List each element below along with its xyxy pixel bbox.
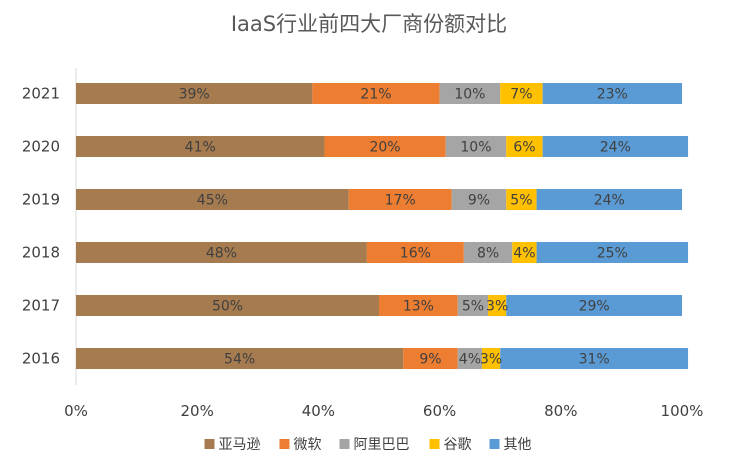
axis-layer: 0% 20% 40% 60% 80% 100% 2021 2020 2019 2018 2017 20… — [22, 68, 704, 420]
category-label: 2019 — [22, 191, 60, 209]
data-label: 25% — [597, 246, 628, 262]
bar-segment — [445, 136, 507, 157]
category-label: 2020 — [22, 138, 60, 156]
bar-segment — [76, 242, 367, 263]
bar-segment — [457, 295, 489, 316]
data-label: 3% — [486, 299, 508, 315]
bar-segment — [506, 136, 543, 157]
data-label: 23% — [597, 87, 628, 103]
x-tick-label: 100% — [661, 402, 704, 420]
bar-segment — [536, 189, 682, 210]
legend-swatch — [429, 439, 440, 449]
data-label: 29% — [579, 299, 610, 315]
data-label: 54% — [224, 352, 255, 368]
data-label: 13% — [403, 299, 434, 315]
legend-swatch — [489, 439, 500, 449]
legend-swatch — [339, 439, 350, 449]
x-tick-label: 0% — [64, 402, 88, 420]
bar-segment — [506, 189, 537, 210]
data-label: 10% — [460, 140, 491, 156]
data-label: 45% — [197, 193, 228, 209]
bar-segment — [512, 242, 537, 263]
data-label: 9% — [419, 352, 441, 368]
x-tick-label: 60% — [423, 402, 456, 420]
bar-segment — [366, 242, 464, 263]
data-label: 16% — [400, 246, 431, 262]
data-label: 5% — [510, 193, 532, 209]
x-tick-label: 20% — [181, 402, 214, 420]
x-tick-label: 40% — [302, 402, 335, 420]
category-label: 2018 — [22, 244, 60, 262]
bar-segment — [379, 295, 458, 316]
legend-label: 其他 — [504, 437, 532, 453]
category-label: 2017 — [22, 297, 60, 315]
bar-segment — [536, 242, 689, 263]
data-label: 24% — [594, 193, 625, 209]
bar-segment — [451, 189, 507, 210]
x-tick-label: 80% — [544, 402, 577, 420]
category-label: 2016 — [22, 350, 60, 368]
data-label: 21% — [360, 87, 391, 103]
bar-segment — [488, 295, 507, 316]
bar-segment — [506, 295, 682, 316]
data-label: 24% — [600, 140, 631, 156]
bar-segment — [500, 83, 543, 104]
bar-segment — [76, 189, 349, 210]
data-label: 48% — [206, 246, 237, 262]
data-label: 4% — [459, 352, 481, 368]
legend-swatch — [204, 439, 215, 449]
data-label: 6% — [513, 140, 535, 156]
data-label: 10% — [454, 87, 485, 103]
data-label: 20% — [369, 140, 400, 156]
bar-segment — [348, 189, 452, 210]
data-label: 3% — [480, 352, 502, 368]
legend-label: 微软 — [294, 437, 322, 453]
bar-segment — [439, 83, 501, 104]
legend-label: 谷歌 — [444, 437, 472, 453]
legend-label: 阿里巴巴 — [354, 437, 410, 453]
chart-title: IaaS行业前四大厂商份额对比 — [230, 12, 508, 36]
bar-segment — [500, 348, 689, 369]
legend-swatch — [279, 439, 290, 449]
data-label: 39% — [179, 87, 210, 103]
legend: 亚马逊 微软 阿里巴巴 谷歌 其他 — [204, 437, 532, 453]
bar-segment — [76, 136, 325, 157]
bar-segment — [76, 295, 379, 316]
data-label: 31% — [579, 352, 610, 368]
data-label: 41% — [185, 140, 216, 156]
bar-segment — [457, 348, 483, 369]
bar-segment — [312, 83, 440, 104]
data-label: 4% — [513, 246, 535, 262]
bar-segment — [403, 348, 458, 369]
bar-segment — [76, 348, 404, 369]
bar-segment — [542, 136, 689, 157]
data-label: 50% — [212, 299, 243, 315]
data-label: 9% — [468, 193, 490, 209]
data-label: 5% — [462, 299, 484, 315]
bars-layer — [76, 83, 689, 369]
data-label: 17% — [385, 193, 416, 209]
legend-label: 亚马逊 — [219, 437, 261, 453]
bar-segment — [542, 83, 682, 104]
data-label: 8% — [477, 246, 499, 262]
category-label: 2021 — [22, 85, 60, 103]
bar-segment — [76, 83, 313, 104]
bar-segment — [463, 242, 513, 263]
bar-segment — [482, 348, 501, 369]
bar-segment — [324, 136, 446, 157]
labels-layer: 39% 21% 10% 7% 23% 41% 20% 10% 6% 24% 45% 17% 9% 5% 24… — [179, 87, 631, 368]
data-label: 7% — [510, 87, 532, 103]
